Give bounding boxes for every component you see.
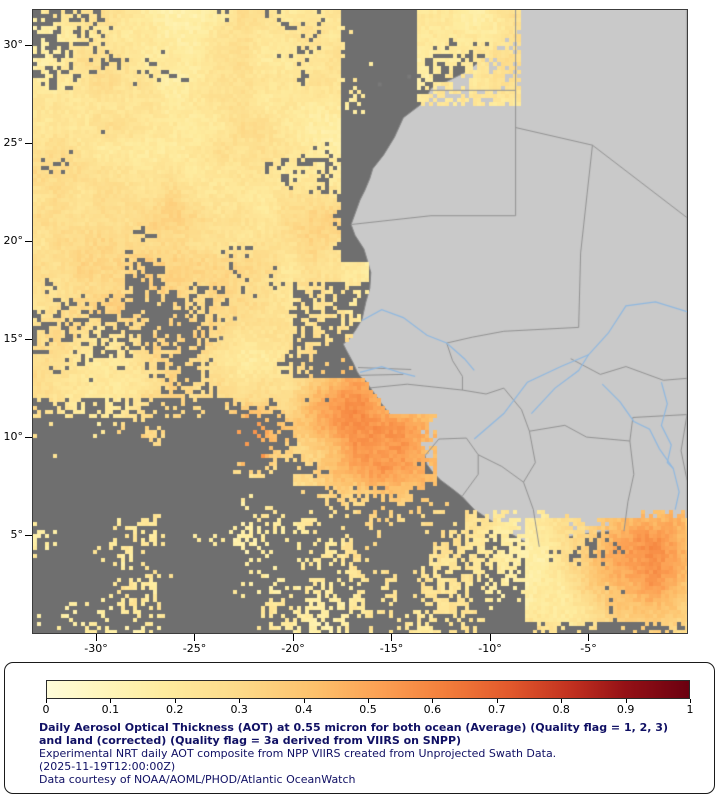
lat-tick <box>25 142 32 144</box>
colorbar-tick <box>46 699 47 703</box>
legend-title: Daily Aerosol Optical Thickness (AOT) at… <box>39 721 668 747</box>
lat-tick-label: 20° <box>3 234 24 248</box>
lat-tick-label: 5° <box>10 528 24 542</box>
lat-tick <box>25 240 32 242</box>
colorbar-tick-label: 0.1 <box>101 703 120 716</box>
colorbar-tick <box>625 699 627 703</box>
colorbar-tick <box>496 699 498 703</box>
colorbar-tick <box>303 699 305 703</box>
lat-tick <box>25 338 32 340</box>
lon-tick-label: -20° <box>281 642 305 655</box>
colorbar-tick-label: 0.9 <box>616 703 635 716</box>
colorbar-tick <box>110 699 112 703</box>
lat-tick-label: 30° <box>3 38 24 52</box>
legend-caption: Daily Aerosol Optical Thickness (AOT) at… <box>39 721 693 786</box>
colorbar-tick-label: 0.4 <box>294 703 313 716</box>
lat-tick <box>25 534 32 536</box>
colorbar-tick <box>432 699 434 703</box>
legend-box: 0 0.1 0.2 0.3 0.4 0.5 0.6 0.7 0.8 0.9 1 Daily Aero… <box>4 662 715 794</box>
colorbar-tick-label: 0.3 <box>230 703 248 716</box>
colorbar-tick <box>174 699 176 703</box>
colorbar-tick-label: 0.5 <box>359 703 377 716</box>
colorbar-tick-label: 0.6 <box>423 703 442 716</box>
lon-tick <box>194 634 196 641</box>
lon-tick-label: -25° <box>182 642 207 655</box>
colorbar-tick <box>368 699 369 703</box>
lat-tick-label: 15° <box>3 332 24 346</box>
lon-tick <box>95 634 97 641</box>
lon-tick <box>588 634 589 641</box>
legend-line-experimental: Experimental NRT daily AOT composite fro… <box>39 747 557 760</box>
colorbar-tick-label: 0.7 <box>488 703 506 716</box>
lon-tick-label: -30° <box>84 642 108 655</box>
lat-tick <box>25 436 32 438</box>
lat-tick <box>25 44 32 46</box>
lon-tick-label: -10° <box>478 642 502 655</box>
lon-tick-label: -15° <box>379 642 404 655</box>
lon-tick <box>489 634 491 641</box>
lon-tick <box>391 634 393 641</box>
lat-tick-label: 25° <box>3 136 24 150</box>
colorbar-tick <box>690 699 691 703</box>
colorbar-ticks: 0 0.1 0.2 0.3 0.4 0.5 0.6 0.7 0.8 0.9 1 <box>42 699 694 717</box>
colorbar-tick-label: 0.2 <box>166 703 184 716</box>
map-area: 30° 25° 20° 15° 10° 5° -30° -25° -20° -15° -10° -5° <box>3 9 688 655</box>
lon-tick <box>292 634 294 641</box>
colorbar-tick-label: 0 <box>42 703 50 716</box>
colorbar-tick-label: 0.8 <box>552 703 570 716</box>
legend-courtesy: Data courtesy of NOAA/AOML/PHOD/Atlantic… <box>39 773 356 786</box>
colorbar-tick <box>561 699 563 703</box>
colorbar <box>46 680 690 699</box>
lon-tick-label: -5° <box>580 642 597 655</box>
aot-map-canvas <box>32 9 688 634</box>
colorbar-tick <box>239 699 241 703</box>
legend-timestamp: (2025-11-19T12:00:00Z) <box>39 760 176 773</box>
colorbar-tick-label: 1 <box>686 703 694 716</box>
lat-tick-label: 10° <box>3 430 24 444</box>
